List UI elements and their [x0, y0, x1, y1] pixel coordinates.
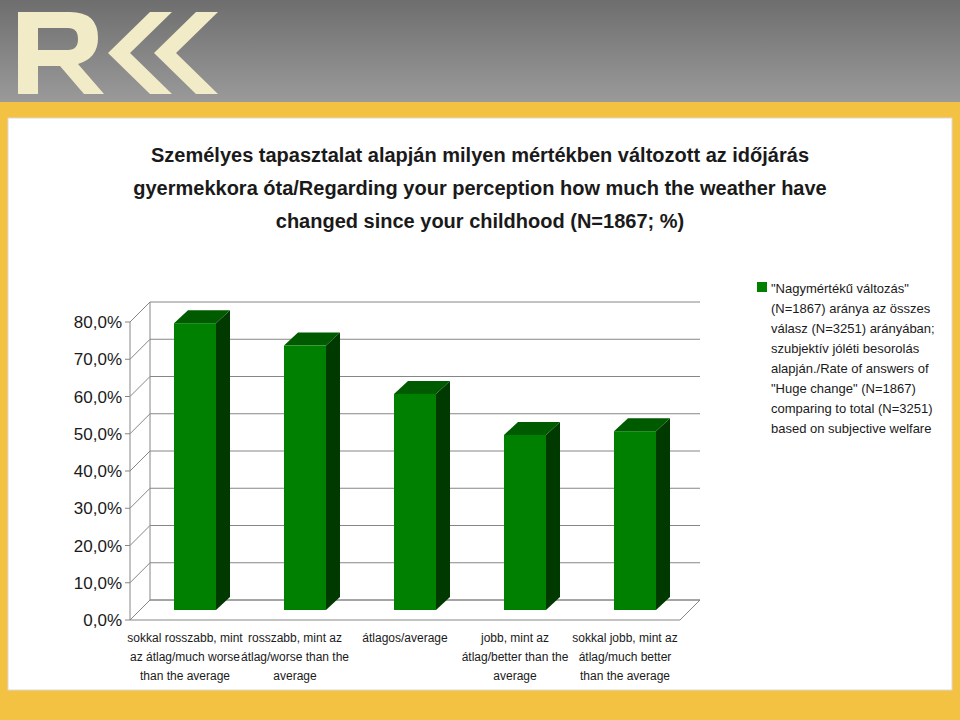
chart-root: Személyes tapasztalat alapján milyen mér…	[0, 0, 960, 720]
text-line: alapján./Rate of answers of	[771, 361, 929, 376]
y-tick	[125, 620, 130, 621]
y-tick-label: 0,0%	[83, 611, 122, 630]
text-line: average	[273, 669, 317, 683]
y-tick-label: 60,0%	[74, 388, 122, 407]
bar-top	[394, 381, 450, 394]
text-line: comparing to total (N=3251)	[771, 401, 933, 416]
bar	[394, 381, 450, 610]
y-tick	[125, 582, 130, 583]
bar-side	[546, 422, 560, 610]
x-tick-label: sokkal jobb, mint az átlag/much better tha…	[572, 631, 677, 683]
y-tick	[125, 433, 130, 434]
slide-panel	[8, 118, 952, 690]
text-line: átlag/much better	[579, 650, 672, 664]
text-line: átlagos/average	[362, 631, 448, 645]
text-line: changed since your childhood (N=1867; %)	[276, 210, 684, 232]
bar-top	[174, 310, 230, 323]
y-tick-label: 80,0%	[74, 313, 122, 332]
page-background	[0, 0, 960, 720]
bar-front	[394, 394, 436, 610]
text-line: szubjektív jóléti besorolás	[771, 341, 920, 356]
y-tick	[125, 322, 130, 323]
y-tick-label: 40,0%	[74, 462, 122, 481]
logo-chevron	[154, 12, 218, 94]
x-tick-label: átlagos/average	[362, 631, 448, 645]
text-line: Személyes tapasztalat alapján milyen mér…	[151, 144, 809, 166]
bar-side	[436, 381, 450, 610]
y-tick	[125, 359, 130, 360]
bar	[174, 310, 230, 610]
text-line: átlag/worse than the	[241, 650, 349, 664]
bar	[614, 418, 670, 610]
text-line: (N=1867) aránya az összes	[771, 301, 931, 316]
text-line: based on subjective welfare	[771, 421, 931, 436]
y-tick-label: 10,0%	[74, 574, 122, 593]
bar-front	[174, 323, 216, 610]
y-tick-label: 70,0%	[74, 350, 122, 369]
legend-label: "Nagymértékű változás" (N=1867) aránya az…	[771, 281, 935, 436]
text-line: "Huge change" (N=1867)	[771, 381, 916, 396]
bar-front	[284, 346, 326, 610]
text-line: than the average	[580, 669, 670, 683]
bar-side	[656, 418, 670, 610]
legend-swatch	[757, 282, 767, 292]
x-tick-label: jobb, mint az átlag/better than the averag…	[462, 631, 569, 683]
y-tick	[125, 508, 130, 509]
plot-area	[174, 310, 670, 610]
bar	[504, 422, 560, 610]
text-line: "Nagymértékű változás"	[771, 281, 909, 296]
text-line: jobb, mint az	[480, 631, 549, 645]
text-line: sokkal rosszabb, mint	[127, 631, 243, 645]
bar-side	[326, 333, 340, 610]
logo-r	[18, 12, 104, 94]
text-line: átlag/better than the	[462, 650, 569, 664]
bar-top	[614, 418, 670, 431]
y-tick-label: 50,0%	[74, 425, 122, 444]
bar-top	[284, 333, 340, 346]
bar-side	[216, 310, 230, 610]
logo	[18, 12, 218, 94]
chart-title: Személyes tapasztalat alapján milyen mér…	[133, 144, 827, 232]
bar	[284, 333, 340, 610]
text-line: than the average	[140, 669, 230, 683]
y-tick-label: 20,0%	[74, 537, 122, 556]
header-band	[0, 0, 960, 102]
x-tick-label: rosszabb, mint az átlag/worse than the ave…	[241, 631, 349, 683]
text-line: rosszabb, mint az	[248, 631, 342, 645]
y-tick	[125, 545, 130, 546]
text-line: sokkal jobb, mint az	[572, 631, 677, 645]
text-line: az átlag/much worse	[130, 650, 240, 664]
y-tick	[125, 396, 130, 397]
x-tick-label: sokkal rosszabb, mint az átlag/much worse…	[127, 631, 243, 683]
text-line: válasz (N=3251) arányában;	[771, 321, 935, 336]
text-line: gyermekkora óta/Regarding your perceptio…	[133, 177, 827, 199]
bar-top	[504, 422, 560, 435]
text-line: average	[493, 669, 537, 683]
bar-front	[504, 435, 546, 610]
y-tick	[125, 471, 130, 472]
bar-front	[614, 431, 656, 610]
y-tick-label: 30,0%	[74, 499, 122, 518]
